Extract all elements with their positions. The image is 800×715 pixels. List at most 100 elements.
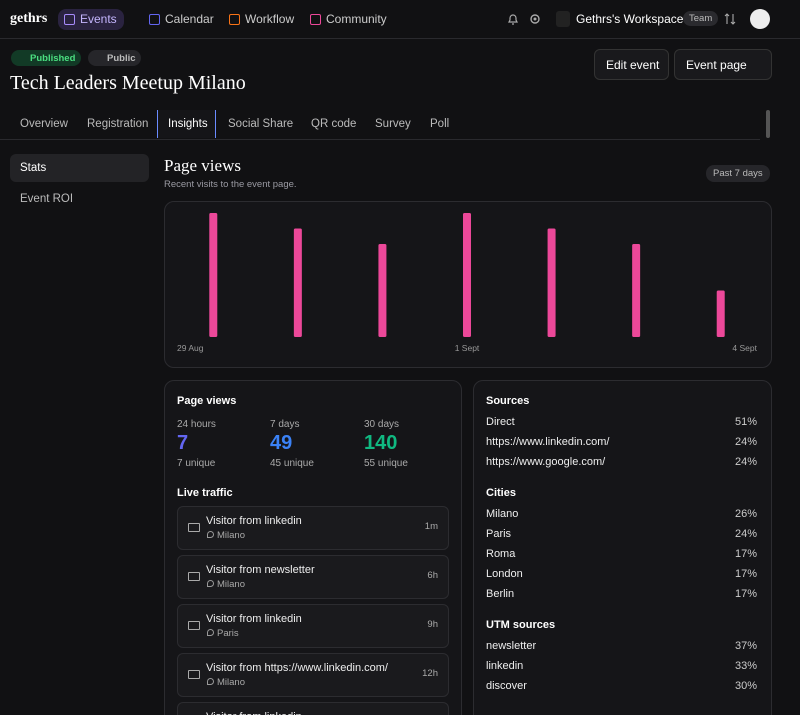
traffic-title: Visitor from newsletter — [206, 564, 315, 576]
settings-icon[interactable] — [528, 12, 542, 26]
pin-icon — [207, 531, 214, 538]
breakdown-value: 17% — [734, 588, 757, 600]
plan-badge: Team — [683, 11, 719, 26]
breakdown-value: 24% — [734, 456, 757, 468]
badge — [11, 50, 81, 66]
breakdown-value: 26% — [734, 508, 757, 520]
avatar[interactable] — [750, 9, 770, 29]
breakdown-label: Roma — [486, 548, 516, 560]
traffic-item[interactable] — [177, 604, 449, 648]
tabs-border — [0, 139, 760, 140]
badge-text: Public — [107, 53, 136, 64]
traffic-item[interactable] — [177, 506, 449, 550]
switch-icon[interactable] — [724, 12, 736, 26]
workspace-icon — [556, 11, 570, 27]
breakdown-card — [473, 380, 772, 715]
traffic-title: Visitor from linkedin — [206, 515, 302, 527]
traffic-city: Milano — [217, 579, 245, 590]
breakdown-value: 30% — [734, 680, 757, 692]
monitor-icon — [188, 572, 200, 581]
breakdown-value: 17% — [734, 548, 757, 560]
action-label[interactable]: Edit event — [606, 58, 660, 72]
breakdown-value: 33% — [734, 660, 757, 672]
section-title: Page views — [164, 156, 241, 175]
traffic-title: Visitor from linkedin — [206, 711, 302, 715]
stat-unique: 7 unique — [177, 458, 216, 469]
topbar-border — [0, 38, 800, 39]
traffic-item[interactable] — [177, 555, 449, 599]
sidebar-active — [10, 154, 149, 182]
badge-text: Published — [30, 53, 76, 64]
traffic-city: Milano — [217, 530, 245, 541]
breakdown-value: 24% — [734, 436, 757, 448]
nav-icon — [149, 14, 160, 25]
nav-item[interactable]: Calendar — [165, 12, 214, 26]
traffic-time: 9h — [427, 619, 438, 630]
bell-icon[interactable] — [506, 12, 520, 26]
pin-icon — [207, 629, 214, 636]
tab[interactable]: Social Share — [228, 118, 294, 130]
tab[interactable]: Insights — [168, 118, 208, 130]
nav-icon — [229, 14, 240, 25]
stat-value: 49 — [270, 432, 293, 454]
tab[interactable]: Survey — [375, 118, 411, 130]
action-button[interactable] — [674, 49, 772, 80]
breakdown-value: 17% — [734, 568, 757, 580]
tab[interactable]: Registration — [87, 118, 149, 130]
breakdown-label: London — [486, 568, 523, 580]
breakdown-title: Cities — [486, 487, 516, 499]
bar — [716, 290, 725, 337]
traffic-city: Paris — [217, 628, 239, 639]
stat-value: 140 — [364, 432, 398, 454]
stat-unique: 45 unique — [270, 458, 314, 469]
traffic-title: Visitor from https://www.linkedin.com/ — [206, 662, 388, 674]
action-button[interactable] — [594, 49, 669, 80]
traffic-city: Milano — [217, 677, 245, 688]
stat-unique: 55 unique — [364, 458, 408, 469]
sidebar-item[interactable]: Stats — [20, 162, 47, 174]
traffic-item[interactable] — [177, 653, 449, 697]
x-tick-label: 1 Sept — [455, 343, 480, 353]
live-traffic-title: Live traffic — [177, 487, 233, 499]
badge — [88, 50, 141, 66]
x-tick-label: 29 Aug — [177, 343, 204, 353]
breakdown-label: linkedin — [486, 660, 524, 672]
breakdown-value: 37% — [734, 640, 757, 652]
breakdown-label: https://www.google.com/ — [486, 456, 606, 468]
bar — [632, 244, 641, 337]
tab[interactable]: QR code — [311, 118, 357, 130]
tab-active — [157, 110, 216, 138]
tab[interactable]: Poll — [430, 118, 450, 130]
logo[interactable]: gethrs — [10, 11, 48, 26]
breakdown-label: discover — [486, 680, 527, 692]
stat-label: 7 days — [270, 419, 300, 430]
action-label[interactable]: Event page — [686, 58, 747, 72]
workspace-name[interactable]: Gethrs's Workspace — [576, 12, 684, 26]
scrollbar[interactable] — [766, 110, 770, 138]
monitor-icon — [188, 621, 200, 630]
section-subtitle: Recent visits to the event page. — [164, 179, 297, 190]
bar — [547, 228, 556, 337]
monitor-icon — [188, 523, 200, 532]
nav-item[interactable]: Community — [326, 12, 387, 26]
breakdown-value: 51% — [734, 416, 757, 428]
stat-label: 24 hours — [177, 419, 216, 430]
monitor-icon — [188, 670, 200, 679]
event-title: Tech Leaders Meetup Milano — [10, 72, 246, 94]
range-badge[interactable]: Past 7 days — [706, 165, 770, 182]
breakdown-value: 24% — [734, 528, 757, 540]
nav-icon — [64, 14, 75, 25]
traffic-item[interactable] — [177, 702, 449, 715]
pin-icon — [207, 580, 214, 587]
breakdown-title: Sources — [486, 395, 530, 407]
pin-icon — [207, 678, 214, 685]
bar — [209, 213, 218, 337]
bar — [378, 244, 387, 337]
tab[interactable]: Overview — [20, 118, 68, 130]
nav-item[interactable]: Workflow — [245, 12, 295, 26]
sidebar-item[interactable]: Event ROI — [20, 193, 74, 205]
breakdown-title: UTM sources — [486, 619, 556, 631]
breakdown-label: Milano — [486, 508, 519, 520]
nav-item[interactable]: Events — [80, 12, 117, 26]
